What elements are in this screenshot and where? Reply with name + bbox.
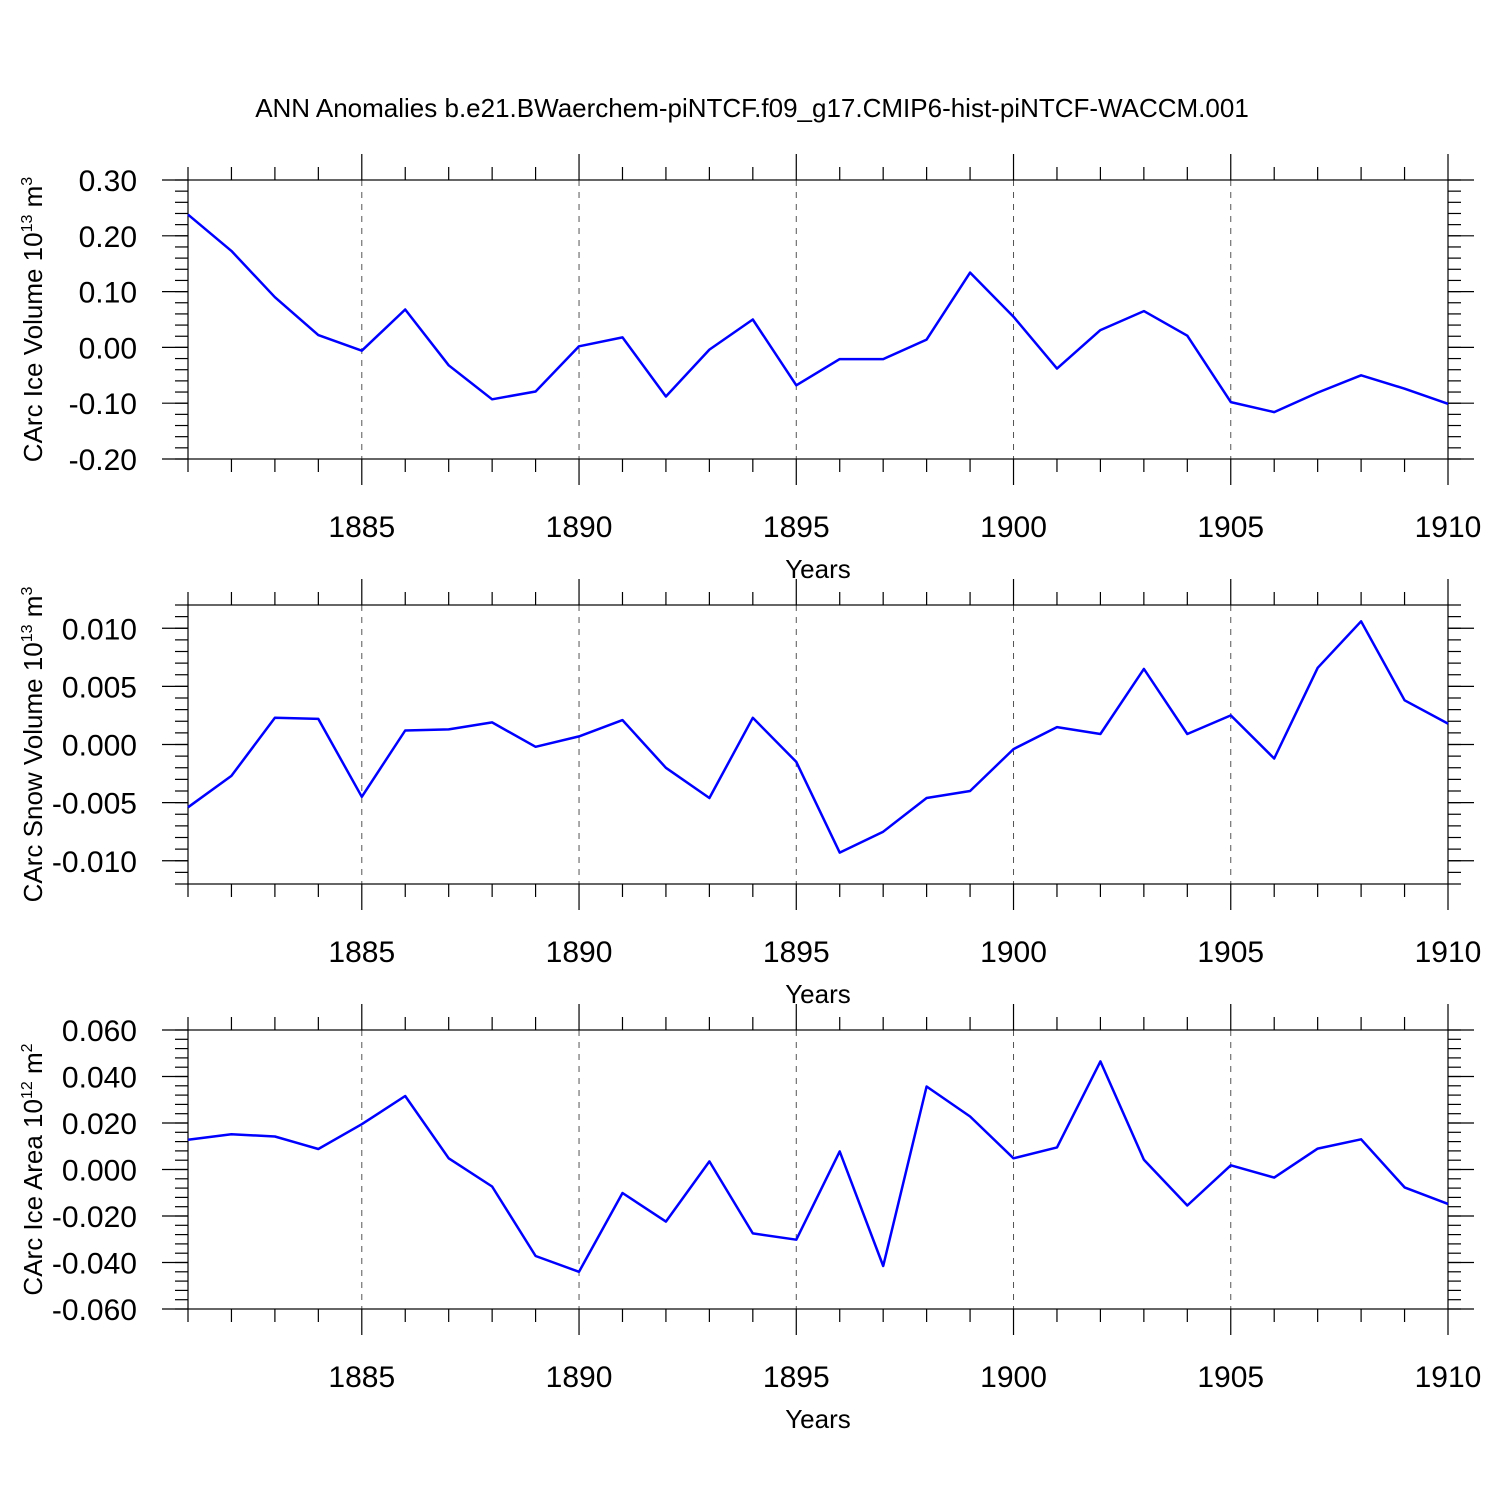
x-tick-label: 1895 — [763, 1361, 830, 1394]
y-axis-title: CArc Ice Volume 1013 m3 — [18, 177, 48, 462]
series-line — [187, 620, 1449, 854]
y-tick-label: 0.00 — [79, 332, 137, 365]
y-tick-label: 0.000 — [62, 1155, 137, 1188]
x-tick-label: 1900 — [980, 936, 1047, 969]
x-tick-label: 1885 — [328, 511, 395, 544]
y-axis-title: CArc Ice Area 1012 m2 — [18, 1043, 48, 1295]
y-tick-label: 0.30 — [79, 165, 137, 198]
y-tick-label: 0.060 — [62, 1015, 137, 1048]
x-tick-label: 1910 — [1415, 1361, 1482, 1394]
x-tick-label: 1890 — [546, 1361, 613, 1394]
series-line — [187, 213, 1449, 414]
x-axis-title: Years — [785, 554, 851, 584]
x-tick-label: 1900 — [980, 511, 1047, 544]
x-axis-title: Years — [785, 1404, 851, 1434]
y-tick-label: -0.005 — [52, 788, 137, 821]
y-tick-label: 0.020 — [62, 1108, 137, 1141]
x-tick-label: 1910 — [1415, 511, 1482, 544]
series-line — [187, 1060, 1449, 1274]
y-tick-label: 0.20 — [79, 221, 137, 254]
x-tick-label: 1890 — [546, 936, 613, 969]
y-tick-label: 0.000 — [62, 730, 137, 763]
x-tick-label: 1885 — [328, 936, 395, 969]
x-axis-title: Years — [785, 979, 851, 1009]
plot-frame — [187, 179, 1449, 460]
y-tick-label: -0.060 — [52, 1294, 137, 1327]
y-tick-label: 0.010 — [62, 613, 137, 646]
plot-frame — [187, 1029, 1449, 1310]
x-tick-label: 1885 — [328, 1361, 395, 1394]
panel-2: -0.010 -0.005 0.000 0.005 0.010 1885 1890 1895 1… — [18, 579, 1481, 1009]
x-tick-label: 1890 — [546, 511, 613, 544]
y-tick-label: -0.10 — [69, 388, 137, 421]
x-tick-label: 1900 — [980, 1361, 1047, 1394]
x-tick-label: 1895 — [763, 511, 830, 544]
y-tick-label: -0.020 — [52, 1201, 137, 1234]
y-axis-title: CArc Snow Volume 1013 m3 — [18, 587, 48, 903]
chart-title: ANN Anomalies b.e21.BWaerchem-piNTCF.f09… — [255, 93, 1249, 123]
plot-frame — [187, 604, 1449, 885]
panel-1: -0.20 -0.10 0.00 0.10 0.20 0.30 1885 1890 1895 19… — [18, 154, 1481, 584]
x-tick-label: 1905 — [1197, 1361, 1264, 1394]
y-tick-label: 0.10 — [79, 277, 137, 310]
x-tick-label: 1910 — [1415, 936, 1482, 969]
x-tick-label: 1905 — [1197, 511, 1264, 544]
x-tick-label: 1905 — [1197, 936, 1264, 969]
y-tick-label: -0.20 — [69, 444, 137, 477]
y-tick-label: 0.005 — [62, 671, 137, 704]
y-tick-label: 0.040 — [62, 1062, 137, 1095]
y-tick-label: -0.010 — [52, 846, 137, 879]
y-tick-label: -0.040 — [52, 1248, 137, 1281]
x-tick-label: 1895 — [763, 936, 830, 969]
panel-3: -0.060 -0.040 -0.020 0.000 0.020 0.040 0.060 18… — [18, 1004, 1481, 1434]
